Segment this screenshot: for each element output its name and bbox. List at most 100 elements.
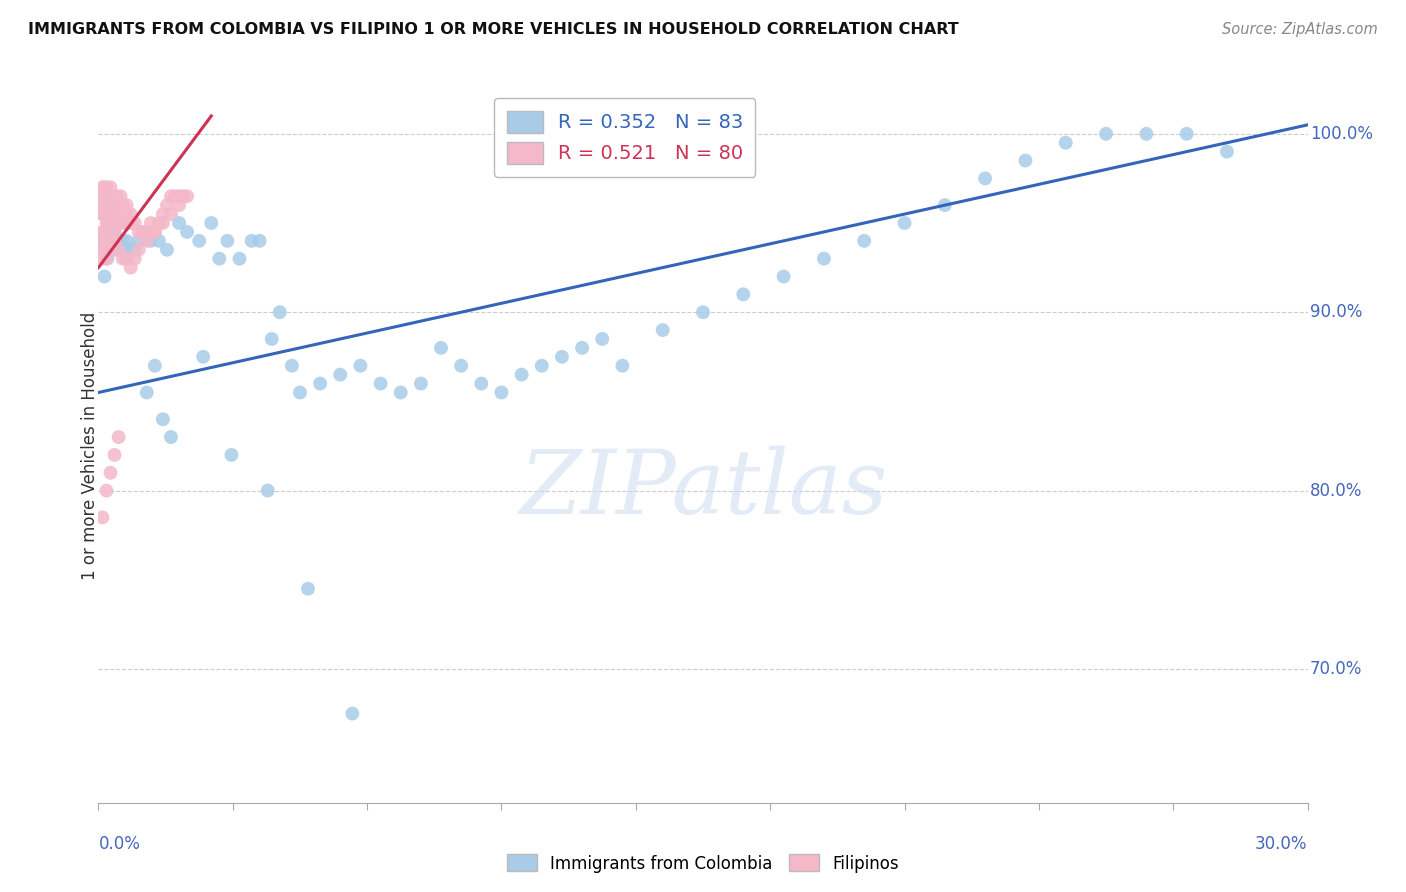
Point <box>93 189 115 203</box>
Point <box>115 252 138 266</box>
Point <box>193 350 215 364</box>
Point <box>91 189 114 203</box>
Point <box>430 341 453 355</box>
Point <box>90 243 112 257</box>
Point <box>103 225 125 239</box>
Text: 100.0%: 100.0% <box>1310 125 1374 143</box>
Point <box>96 234 118 248</box>
Point <box>128 234 150 248</box>
Point <box>813 252 835 266</box>
Point <box>132 225 155 239</box>
Point <box>107 207 129 221</box>
Point <box>208 252 231 266</box>
Point <box>96 216 118 230</box>
Point <box>91 207 114 221</box>
Point <box>260 332 283 346</box>
Point <box>103 243 125 257</box>
Point <box>1135 127 1157 141</box>
Point <box>91 207 114 221</box>
Point <box>115 216 138 230</box>
Point <box>107 216 129 230</box>
Point <box>115 234 138 248</box>
Point <box>93 269 115 284</box>
Point <box>96 189 118 203</box>
Point <box>124 216 146 230</box>
Point <box>120 207 142 221</box>
Point <box>96 198 118 212</box>
Point <box>115 207 138 221</box>
Point <box>96 180 118 194</box>
Point <box>103 225 125 239</box>
Text: IMMIGRANTS FROM COLOMBIA VS FILIPINO 1 OR MORE VEHICLES IN HOUSEHOLD CORRELATION: IMMIGRANTS FROM COLOMBIA VS FILIPINO 1 O… <box>28 22 959 37</box>
Point <box>329 368 352 382</box>
Point <box>132 225 155 239</box>
Point <box>100 243 122 257</box>
Point <box>349 359 371 373</box>
Point <box>96 252 118 266</box>
Point <box>148 234 170 248</box>
Point <box>96 207 118 221</box>
Point <box>100 207 122 221</box>
Point <box>100 243 122 257</box>
Point <box>91 252 114 266</box>
Point <box>111 216 134 230</box>
Text: 30.0%: 30.0% <box>1256 835 1308 853</box>
Point <box>342 706 364 721</box>
Point <box>101 198 124 212</box>
Point <box>1014 153 1036 168</box>
Point <box>152 207 174 221</box>
Point <box>571 341 593 355</box>
Point <box>96 207 118 221</box>
Point <box>120 216 142 230</box>
Point <box>612 359 634 373</box>
Legend: Immigrants from Colombia, Filipinos: Immigrants from Colombia, Filipinos <box>501 847 905 880</box>
Point <box>90 189 112 203</box>
Point <box>152 216 174 230</box>
Point <box>90 234 112 248</box>
Point <box>91 225 114 239</box>
Point <box>167 198 190 212</box>
Point <box>893 216 915 230</box>
Text: 90.0%: 90.0% <box>1310 303 1362 321</box>
Point <box>96 252 118 266</box>
Text: 70.0%: 70.0% <box>1310 660 1362 678</box>
Point <box>1216 145 1239 159</box>
Point <box>107 216 129 230</box>
Point <box>240 234 263 248</box>
Point <box>107 234 129 248</box>
Point <box>107 430 129 444</box>
Point <box>128 243 150 257</box>
Point <box>111 243 134 257</box>
Point <box>124 252 146 266</box>
Point <box>96 198 118 212</box>
Point <box>111 207 134 221</box>
Point <box>139 234 162 248</box>
Point <box>103 216 125 230</box>
Point <box>370 376 392 391</box>
Point <box>269 305 291 319</box>
Point <box>91 207 114 221</box>
Point <box>297 582 319 596</box>
Point <box>97 207 120 221</box>
Point <box>96 483 118 498</box>
Point <box>143 359 166 373</box>
Point <box>530 359 553 373</box>
Point <box>389 385 412 400</box>
Point <box>288 385 311 400</box>
Point <box>156 198 179 212</box>
Point <box>188 234 211 248</box>
Point <box>160 189 183 203</box>
Point <box>124 243 146 257</box>
Point <box>228 252 250 266</box>
Point <box>93 243 115 257</box>
Point <box>551 350 574 364</box>
Point <box>120 243 142 257</box>
Text: 0.0%: 0.0% <box>98 835 141 853</box>
Text: ZIPatlas: ZIPatlas <box>519 445 887 533</box>
Point <box>853 234 876 248</box>
Point <box>103 448 125 462</box>
Point <box>1054 136 1077 150</box>
Point <box>100 216 122 230</box>
Point <box>103 198 125 212</box>
Point <box>934 198 956 212</box>
